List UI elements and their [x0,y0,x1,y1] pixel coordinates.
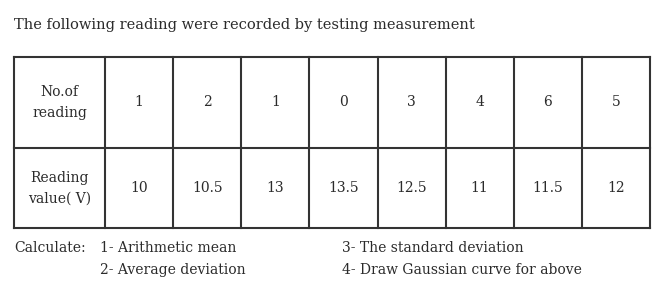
Text: No.of
reading: No.of reading [32,85,87,120]
Text: 10.5: 10.5 [192,181,223,195]
Text: 13.5: 13.5 [328,181,359,195]
Text: 3- The standard deviation: 3- The standard deviation [342,241,523,255]
Text: 10: 10 [130,181,148,195]
Text: Reading
value( V): Reading value( V) [28,171,91,205]
Text: 6: 6 [544,95,552,109]
Text: 5: 5 [611,95,620,109]
Text: 4- Draw Gaussian curve for above: 4- Draw Gaussian curve for above [342,263,582,277]
Text: The following reading were recorded by testing measurement: The following reading were recorded by t… [14,18,475,32]
Text: 12: 12 [607,181,625,195]
Text: 11: 11 [471,181,488,195]
Text: 13: 13 [266,181,284,195]
Text: 3: 3 [407,95,416,109]
Text: Calculate:: Calculate: [14,241,86,255]
Text: 1- Arithmetic mean: 1- Arithmetic mean [100,241,236,255]
Text: 2: 2 [203,95,211,109]
Text: 2- Average deviation: 2- Average deviation [100,263,246,277]
Text: 11.5: 11.5 [532,181,563,195]
Text: 4: 4 [475,95,484,109]
Text: 0: 0 [339,95,348,109]
Text: 12.5: 12.5 [397,181,427,195]
Text: 1: 1 [271,95,280,109]
Text: 1: 1 [135,95,144,109]
